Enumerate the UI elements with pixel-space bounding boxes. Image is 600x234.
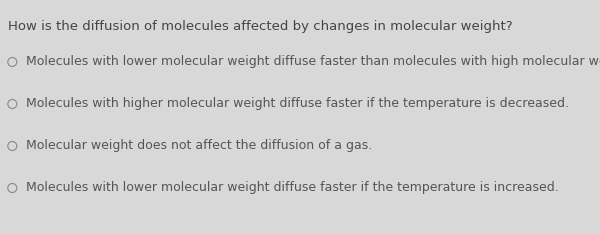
Text: Molecules with lower molecular weight diffuse faster if the temperature is incre: Molecules with lower molecular weight di… (26, 182, 559, 194)
Text: Molecular weight does not affect the diffusion of a gas.: Molecular weight does not affect the dif… (26, 139, 373, 153)
Text: How is the diffusion of molecules affected by changes in molecular weight?: How is the diffusion of molecules affect… (8, 20, 512, 33)
Text: Molecules with lower molecular weight diffuse faster than molecules with high mo: Molecules with lower molecular weight di… (26, 55, 600, 69)
Text: Molecules with higher molecular weight diffuse faster if the temperature is decr: Molecules with higher molecular weight d… (26, 98, 569, 110)
